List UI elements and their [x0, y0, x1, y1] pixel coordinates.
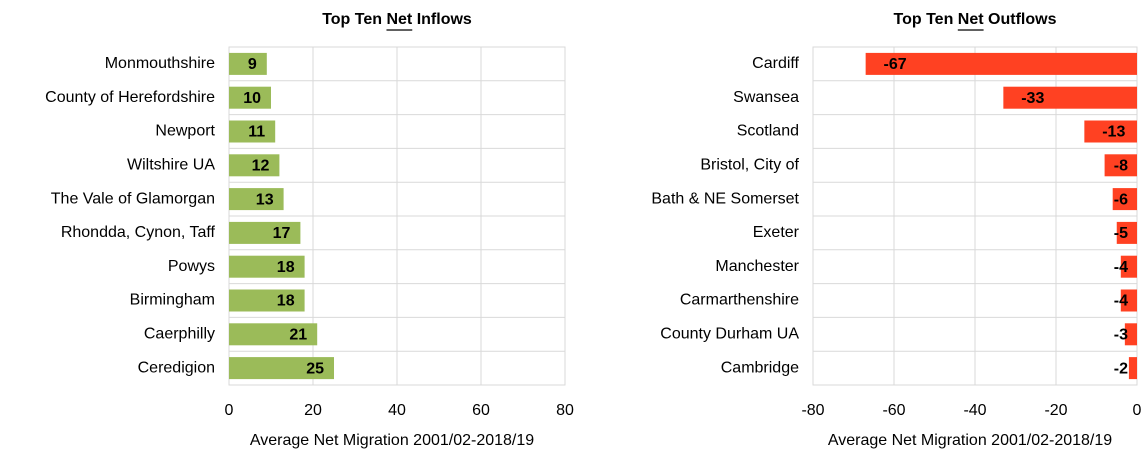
bar — [229, 357, 334, 380]
bar — [1112, 188, 1137, 211]
value-label: 21 — [289, 327, 307, 344]
value-label: -3 — [1114, 327, 1128, 344]
y-tick-label: Rhondda, Cynon, Taff — [61, 224, 216, 241]
bar — [229, 154, 280, 177]
y-tick-label: Wiltshire UA — [127, 157, 215, 174]
bar — [229, 86, 271, 109]
x-tick-label: 0 — [225, 402, 234, 419]
x-tick-label: 40 — [388, 402, 406, 419]
bar — [229, 120, 276, 143]
value-label: 13 — [256, 191, 274, 208]
value-label: -6 — [1114, 191, 1128, 208]
value-label: -33 — [1021, 90, 1044, 107]
x-tick-label: -20 — [1044, 402, 1067, 419]
bar — [1124, 323, 1137, 346]
bar — [865, 52, 1137, 75]
y-tick-label: Powys — [168, 258, 215, 275]
y-tick-label: The Vale of Glamorgan — [51, 190, 215, 207]
bar — [229, 221, 301, 244]
bar — [229, 255, 305, 278]
bar — [229, 52, 267, 75]
x-tick-label: -40 — [963, 402, 986, 419]
y-tick-label: Cardiff — [752, 55, 799, 72]
bar — [1104, 154, 1137, 177]
y-tick-label: Bristol, City of — [700, 157, 799, 174]
value-label: -5 — [1114, 225, 1128, 242]
bar — [1003, 86, 1137, 109]
value-label: 10 — [243, 90, 261, 107]
y-tick-label: County Durham UA — [660, 326, 799, 343]
value-label: -13 — [1102, 124, 1125, 141]
x-tick-label: 60 — [472, 402, 490, 419]
value-label: 12 — [252, 158, 270, 175]
x-tick-label: 0 — [1133, 402, 1142, 419]
value-label: 9 — [248, 56, 257, 73]
value-label: 11 — [248, 124, 265, 141]
y-tick-label: Cambridge — [721, 359, 799, 376]
y-tick-label: Monmouthshire — [105, 55, 215, 72]
y-tick-label: Exeter — [753, 224, 800, 241]
value-label: 18 — [277, 259, 295, 276]
bar — [1120, 289, 1137, 312]
value-label: 25 — [306, 360, 324, 377]
chart-title: Top Ten Net Outflows — [894, 11, 1057, 28]
bar — [1116, 221, 1137, 244]
value-label: -2 — [1114, 360, 1128, 377]
y-tick-label: Manchester — [715, 258, 799, 275]
value-label: -8 — [1114, 158, 1128, 175]
bar — [229, 289, 305, 312]
y-tick-label: Swansea — [733, 89, 799, 106]
y-tick-label: Birmingham — [130, 292, 215, 309]
bar — [229, 323, 318, 346]
value-label: -4 — [1114, 293, 1128, 310]
x-tick-label: -80 — [801, 402, 824, 419]
y-tick-label: Scotland — [737, 123, 799, 140]
bar — [1120, 255, 1137, 278]
x-axis-label: Average Net Migration 2001/02-2018/19 — [250, 432, 534, 449]
x-tick-label: 20 — [304, 402, 322, 419]
value-label: -4 — [1114, 259, 1128, 276]
y-tick-label: County of Herefordshire — [45, 89, 215, 106]
x-tick-label: 80 — [556, 402, 574, 419]
x-axis-label: Average Net Migration 2001/02-2018/19 — [828, 432, 1112, 449]
value-label: 18 — [277, 293, 295, 310]
y-tick-label: Bath & NE Somerset — [651, 190, 799, 207]
y-tick-label: Caerphilly — [144, 326, 215, 343]
x-tick-label: -60 — [882, 402, 905, 419]
y-tick-label: Ceredigion — [138, 359, 215, 376]
bar — [1084, 120, 1137, 143]
bar — [1128, 357, 1137, 380]
y-tick-label: Newport — [155, 123, 215, 140]
y-tick-label: Carmarthenshire — [680, 292, 799, 309]
value-label: 17 — [273, 225, 291, 242]
bar — [229, 188, 284, 211]
value-label: -67 — [884, 56, 907, 73]
chart-title: Top Ten Net Inflows — [322, 11, 472, 28]
